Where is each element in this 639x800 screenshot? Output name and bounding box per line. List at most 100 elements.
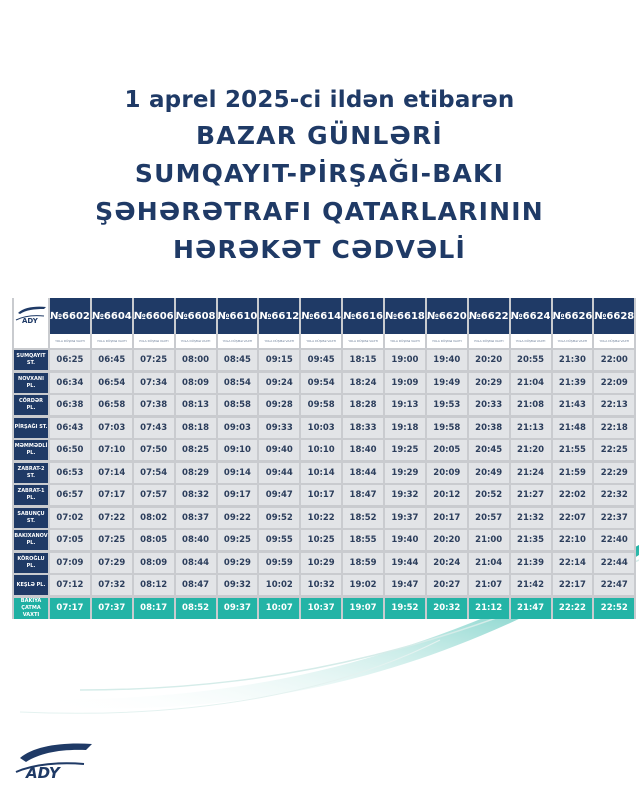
departure-time: 18:15 xyxy=(343,350,383,370)
departure-time: 08:54 xyxy=(217,372,258,393)
departure-time: 06:34 xyxy=(50,372,90,393)
departure-time: 22:13 xyxy=(594,395,635,415)
train-number-13: №6628 xyxy=(594,298,635,334)
departure-time: 09:15 xyxy=(259,350,300,370)
departure-time: 10:29 xyxy=(301,552,342,573)
departure-time: 08:18 xyxy=(175,417,216,438)
departure-time: 22:47 xyxy=(594,575,635,595)
departure-label: YOLA DÜŞMƏ VAXTI xyxy=(175,334,216,350)
row-separator xyxy=(14,527,635,530)
separator-cell xyxy=(14,572,635,575)
departure-time: 10:32 xyxy=(301,575,342,595)
departure-time: 10:22 xyxy=(301,507,342,528)
departure-time: 21:08 xyxy=(510,395,551,415)
train-number-8: №6618 xyxy=(385,298,425,334)
departure-time: 09:47 xyxy=(259,485,300,505)
departure-label: YOLA DÜŞMƏ VAXTI xyxy=(91,334,132,350)
departure-time: 08:25 xyxy=(175,440,216,460)
arrival-time: 07:17 xyxy=(50,597,90,619)
departure-time: 09:44 xyxy=(259,462,300,483)
train-number-2: №6606 xyxy=(133,298,174,334)
heading-route: SUMQAYIT-PİRŞAĞI-BAKI xyxy=(134,159,505,188)
separator-cell xyxy=(14,370,635,373)
separator-cell xyxy=(14,437,635,440)
arrival-time: 19:07 xyxy=(343,597,383,619)
departure-time: 08:00 xyxy=(175,350,216,370)
departure-time: 08:09 xyxy=(133,552,174,573)
departure-time: 22:00 xyxy=(594,350,635,370)
station-name: KÖROĞLU PL. xyxy=(14,552,48,573)
station-name: SABUNÇU ST. xyxy=(14,507,48,528)
table-row: MƏMMƏDLİ PL. 06:50 07:10 07:50 08:25 09:10 09:… xyxy=(14,440,635,460)
arrival-time: 10:37 xyxy=(301,597,342,619)
row-separator xyxy=(14,550,635,553)
departure-time: 19:58 xyxy=(426,417,467,438)
departure-time: 07:12 xyxy=(50,575,90,595)
table-row: NOVXANI PL. 06:34 06:54 07:34 08:09 08:54 09:2… xyxy=(14,372,635,393)
departure-time: 20:57 xyxy=(468,507,509,528)
departure-time: 20:45 xyxy=(468,440,509,460)
departure-time: 09:54 xyxy=(301,372,342,393)
separator-cell xyxy=(14,392,635,395)
departure-time: 20:38 xyxy=(468,417,509,438)
departure-time: 06:38 xyxy=(50,395,90,415)
schedule-heading: 1 aprel 2025-ci ildən etibarən BAZAR GÜN… xyxy=(0,83,639,269)
departure-time: 22:40 xyxy=(594,530,635,550)
departure-time: 20:17 xyxy=(426,507,467,528)
arrival-time: 08:52 xyxy=(175,597,216,619)
departure-time: 22:17 xyxy=(552,575,593,595)
arrival-label-line1: BAKIYA xyxy=(20,597,42,604)
departure-time: 10:14 xyxy=(301,462,342,483)
train-number-11: №6624 xyxy=(510,298,551,334)
departure-time: 09:58 xyxy=(301,395,342,415)
departure-time: 08:05 xyxy=(133,530,174,550)
arrival-time: 22:22 xyxy=(552,597,593,619)
departure-label: YOLA DÜŞMƏ VAXTI xyxy=(510,334,551,350)
departure-time: 22:25 xyxy=(594,440,635,460)
departure-label: YOLA DÜŞMƏ VAXTI xyxy=(385,334,425,350)
station-name: BAKIXANOV PL. xyxy=(14,530,48,550)
departure-time: 09:29 xyxy=(217,552,258,573)
departure-time: 21:43 xyxy=(552,395,593,415)
departure-time: 20:12 xyxy=(426,485,467,505)
departure-time: 06:50 xyxy=(50,440,90,460)
departure-label: YOLA DÜŞMƏ VAXTI xyxy=(594,334,635,350)
table-row: ZABRAT-1 PL. 06:57 07:17 07:57 08:32 09:17 09:… xyxy=(14,485,635,505)
departure-time: 22:14 xyxy=(552,552,593,573)
departure-time: 08:44 xyxy=(175,552,216,573)
arrival-label-line2: ÇATMA VAXTI xyxy=(21,604,41,618)
departure-time: 07:09 xyxy=(50,552,90,573)
arrival-time: 08:17 xyxy=(133,597,174,619)
departure-time: 09:24 xyxy=(259,372,300,393)
departure-time: 19:40 xyxy=(426,350,467,370)
departure-time: 19:44 xyxy=(385,552,425,573)
departure-time: 21:00 xyxy=(468,530,509,550)
departure-time: 18:33 xyxy=(343,417,383,438)
table-row: CÖRDƏR PL. 06:38 06:58 07:38 08:13 08:58 09:28… xyxy=(14,395,635,415)
station-name: MƏMMƏDLİ PL. xyxy=(14,440,48,460)
departure-time: 21:13 xyxy=(510,417,551,438)
departure-time: 20:27 xyxy=(426,575,467,595)
departure-time: 08:29 xyxy=(175,462,216,483)
train-number-1: №6604 xyxy=(91,298,132,334)
departure-time: 22:07 xyxy=(552,507,593,528)
arrival-time: 19:52 xyxy=(385,597,425,619)
departure-time: 20:49 xyxy=(468,462,509,483)
departure-label: YOLA DÜŞMƏ VAXTI xyxy=(426,334,467,350)
departure-label-row: YOLA DÜŞMƏ VAXTI YOLA DÜŞMƏ VAXTI YOLA DÜŞ… xyxy=(14,334,635,350)
departure-time: 18:28 xyxy=(343,395,383,415)
row-separator xyxy=(14,415,635,418)
separator-cell xyxy=(14,482,635,485)
departure-time: 08:09 xyxy=(175,372,216,393)
departure-time: 07:17 xyxy=(91,485,132,505)
train-number-6: №6614 xyxy=(301,298,342,334)
departure-time: 10:25 xyxy=(301,530,342,550)
table-row: ZABRAT-2 ST. 06:53 07:14 07:54 08:29 09:14 09:… xyxy=(14,462,635,483)
separator-cell xyxy=(14,550,635,553)
departure-time: 21:20 xyxy=(510,440,551,460)
departure-time: 21:59 xyxy=(552,462,593,483)
departure-time: 18:40 xyxy=(343,440,383,460)
train-number-4: №6610 xyxy=(217,298,258,334)
train-number-12: №6626 xyxy=(552,298,593,334)
departure-time: 09:14 xyxy=(217,462,258,483)
